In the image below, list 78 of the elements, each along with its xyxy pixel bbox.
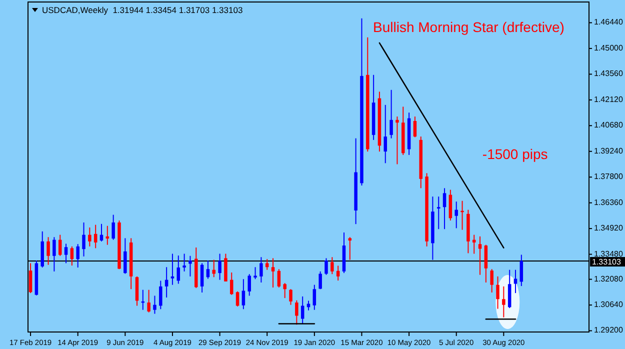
candlestick [236,290,240,307]
candlestick [94,224,98,249]
candlestick [182,253,186,272]
candlestick [289,288,292,306]
y-tick-label: 1.29200 [594,326,624,335]
y-tick-label: 1.39240 [594,146,624,156]
candlestick [442,188,446,230]
candlestick [496,276,500,310]
candlestick [413,116,417,138]
y-tick-label: 1.32080 [594,274,624,284]
candlestick [508,269,512,309]
candlestick [295,300,298,326]
candlestick [254,266,257,280]
candlestick [490,268,494,294]
y-tick-label: 1.36360 [594,198,624,207]
candlestick [124,238,127,274]
annotation: Bullish Morning Star (drfective) [373,19,564,35]
candlestick [212,259,216,278]
candlestick [188,255,192,277]
candlestick [147,289,150,313]
candlestick [348,236,352,260]
annotation: -1500 pips [482,146,548,162]
candlestick [135,276,139,306]
candlestick [384,104,388,164]
candlestick [200,262,204,294]
candlestick [70,246,74,266]
candlestick [176,255,180,284]
candlestick [46,236,50,266]
candlestick [514,269,518,294]
candlestick [436,196,440,230]
y-tick-label: 1.30640 [594,300,624,310]
candlestick [153,295,156,314]
candlestick [248,274,251,296]
candlestick [520,254,524,287]
candlestick [312,284,316,310]
candlestick [484,244,488,284]
candlestick [170,253,174,286]
candlestick [324,258,328,276]
candlestick [502,286,506,318]
chart-title: USDCAD,Weekly 1.31944 1.33454 1.31703 1.33103 [42,5,243,15]
candlestick [330,256,334,275]
candlestick [318,270,322,290]
candlestick [82,222,86,257]
candlestick [260,256,263,284]
candlestick [88,226,92,247]
candlestick [300,296,304,324]
candlestick [28,262,32,294]
candlestick [64,243,68,264]
candlestick [76,244,80,268]
candlestick [336,265,340,282]
candlestick [478,236,482,276]
y-tick-label: 1.45000 [594,43,624,52]
candlestick [206,260,210,280]
ref-line-label: 1.33103 [592,258,622,267]
candlestick [277,268,281,288]
candlestick [271,258,275,288]
candlestick [159,280,162,310]
candlestick [448,189,452,222]
candlestick [390,89,393,139]
candlestick [58,234,62,256]
y-tick-label: 1.34920 [594,224,624,233]
candlestick [454,201,458,229]
y-tick-label: 1.46440 [594,18,624,27]
candlestick [283,282,286,299]
y-tick-label: 1.33480 [594,249,624,258]
candlestick [112,214,115,240]
y-tick-label: 1.43560 [594,69,624,78]
candlestick [224,253,228,282]
candlestick [265,258,269,270]
candlestick [52,236,56,272]
candlestick [218,253,222,280]
y-tick-label: 1.37800 [594,172,624,182]
candlestick [230,272,234,296]
candlestick [242,278,246,310]
candlestick [396,116,399,165]
candlestick [164,266,168,298]
y-tick-label: 1.42120 [594,94,624,104]
y-tick-label: 1.40680 [594,120,624,130]
